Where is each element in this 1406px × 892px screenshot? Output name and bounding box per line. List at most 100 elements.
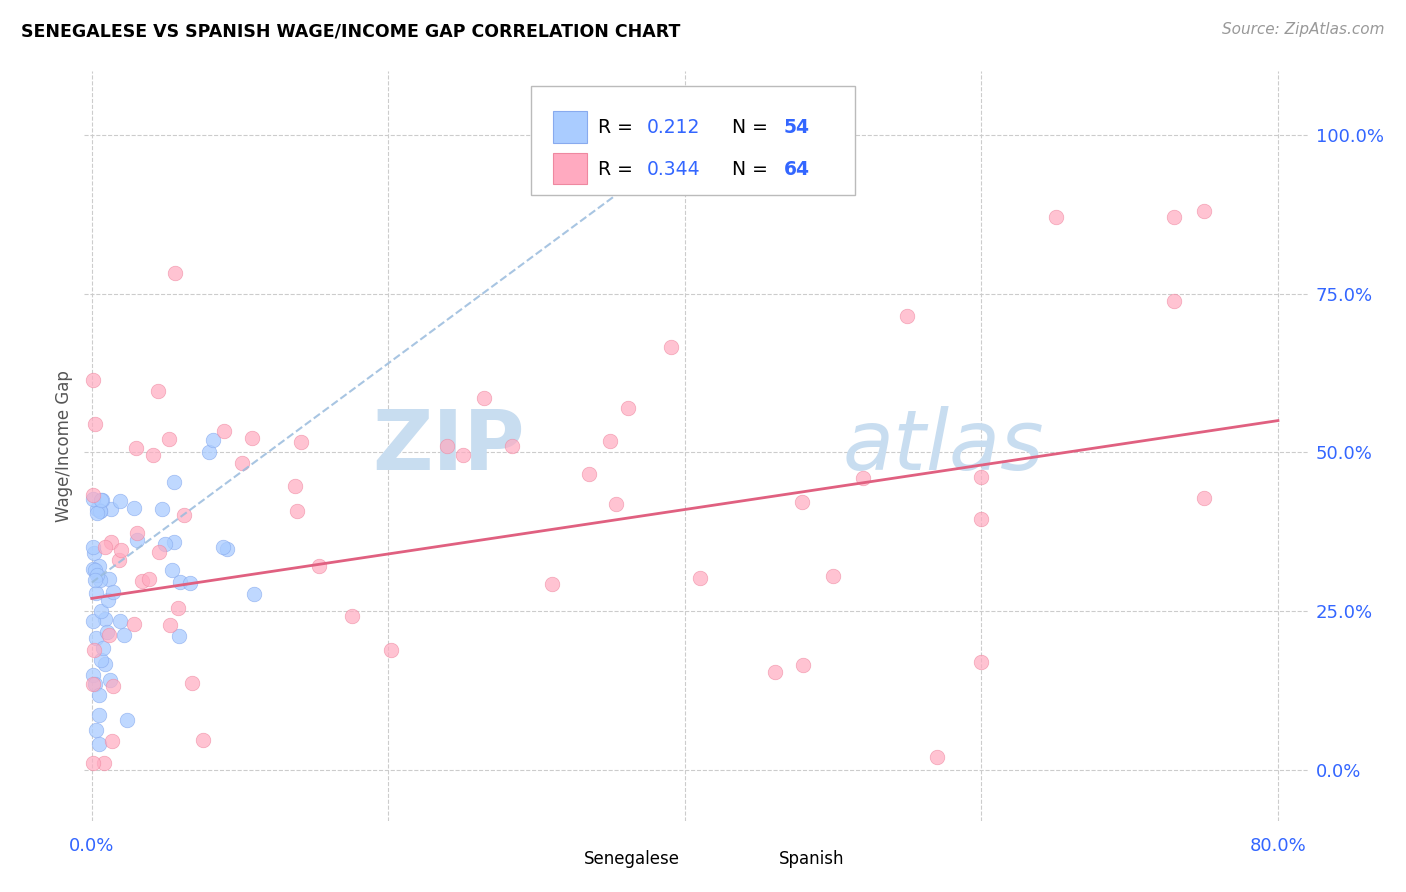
Point bbox=[122, 617, 145, 632]
Point bbox=[578, 467, 600, 482]
Point bbox=[87, 738, 110, 752]
Point bbox=[179, 576, 201, 591]
Point bbox=[212, 540, 235, 554]
Text: 64: 64 bbox=[785, 160, 810, 178]
Text: ZIP: ZIP bbox=[373, 406, 524, 486]
Point bbox=[472, 391, 495, 405]
Text: 0.0%: 0.0% bbox=[69, 837, 114, 855]
Point bbox=[93, 756, 115, 771]
Point bbox=[159, 618, 181, 632]
Point bbox=[231, 456, 253, 470]
Point bbox=[142, 448, 165, 462]
Point bbox=[103, 585, 125, 599]
Point bbox=[100, 502, 122, 516]
Point bbox=[896, 309, 918, 323]
Point bbox=[83, 546, 105, 560]
Point bbox=[89, 688, 111, 702]
Point bbox=[122, 500, 145, 515]
Point bbox=[84, 631, 107, 645]
Point bbox=[451, 448, 474, 462]
Point bbox=[82, 668, 104, 682]
Point bbox=[84, 723, 107, 738]
Point bbox=[96, 624, 118, 639]
Point bbox=[127, 525, 149, 540]
Point bbox=[342, 608, 364, 623]
Point bbox=[925, 750, 948, 764]
Text: Spanish: Spanish bbox=[779, 850, 845, 868]
Point bbox=[84, 564, 107, 578]
Point bbox=[160, 563, 183, 577]
Point bbox=[89, 707, 111, 722]
Point bbox=[91, 640, 114, 655]
Point bbox=[107, 553, 129, 567]
Point bbox=[167, 601, 190, 615]
Point bbox=[284, 479, 307, 493]
Point bbox=[148, 384, 170, 398]
Point bbox=[86, 506, 108, 520]
Point bbox=[87, 559, 110, 574]
Point bbox=[215, 542, 238, 557]
Point bbox=[125, 441, 148, 455]
Point bbox=[82, 488, 104, 502]
Point bbox=[94, 612, 117, 626]
Point bbox=[163, 535, 186, 549]
Point bbox=[117, 714, 139, 728]
Point bbox=[970, 512, 993, 526]
Point bbox=[1192, 204, 1215, 219]
Point bbox=[191, 733, 214, 747]
Point bbox=[86, 568, 108, 582]
Point bbox=[380, 642, 402, 657]
FancyBboxPatch shape bbox=[537, 847, 571, 871]
Point bbox=[101, 679, 124, 693]
Point bbox=[94, 657, 117, 672]
Point bbox=[84, 586, 107, 600]
Point bbox=[689, 571, 711, 585]
Text: R =: R = bbox=[598, 119, 638, 137]
Text: R =: R = bbox=[598, 160, 638, 178]
Point bbox=[1045, 210, 1067, 224]
Point bbox=[1163, 211, 1185, 225]
Text: N =: N = bbox=[720, 119, 775, 137]
Point bbox=[90, 493, 112, 508]
Point bbox=[83, 573, 105, 587]
Point bbox=[201, 433, 224, 447]
Point bbox=[138, 572, 160, 586]
FancyBboxPatch shape bbox=[553, 112, 588, 143]
Point bbox=[165, 266, 187, 280]
Point bbox=[98, 673, 121, 688]
Point bbox=[89, 503, 111, 517]
Point bbox=[112, 628, 135, 642]
Point bbox=[436, 439, 458, 453]
Point bbox=[501, 439, 523, 453]
Point bbox=[970, 470, 993, 484]
FancyBboxPatch shape bbox=[553, 153, 588, 184]
Point bbox=[763, 665, 786, 680]
Text: Source: ZipAtlas.com: Source: ZipAtlas.com bbox=[1222, 22, 1385, 37]
Text: 0.212: 0.212 bbox=[647, 119, 700, 137]
Text: Senegalese: Senegalese bbox=[583, 850, 679, 868]
Point bbox=[290, 435, 312, 450]
Point bbox=[169, 575, 191, 590]
Point bbox=[100, 734, 122, 748]
Point bbox=[540, 576, 562, 591]
Point bbox=[163, 475, 186, 489]
Point bbox=[125, 533, 148, 547]
Point bbox=[198, 445, 221, 459]
Point bbox=[82, 562, 104, 576]
Point bbox=[150, 502, 173, 516]
Point bbox=[659, 340, 682, 354]
Point bbox=[617, 401, 640, 416]
Point bbox=[243, 587, 266, 601]
Point bbox=[131, 574, 153, 589]
Text: SENEGALESE VS SPANISH WAGE/INCOME GAP CORRELATION CHART: SENEGALESE VS SPANISH WAGE/INCOME GAP CO… bbox=[21, 22, 681, 40]
Point bbox=[852, 470, 875, 484]
Text: N =: N = bbox=[720, 160, 775, 178]
Point bbox=[970, 655, 993, 669]
Point bbox=[97, 628, 120, 642]
Point bbox=[285, 504, 308, 518]
Point bbox=[110, 493, 132, 508]
Point bbox=[100, 534, 122, 549]
Point bbox=[82, 491, 104, 506]
Point bbox=[180, 676, 202, 690]
Point bbox=[97, 593, 120, 607]
